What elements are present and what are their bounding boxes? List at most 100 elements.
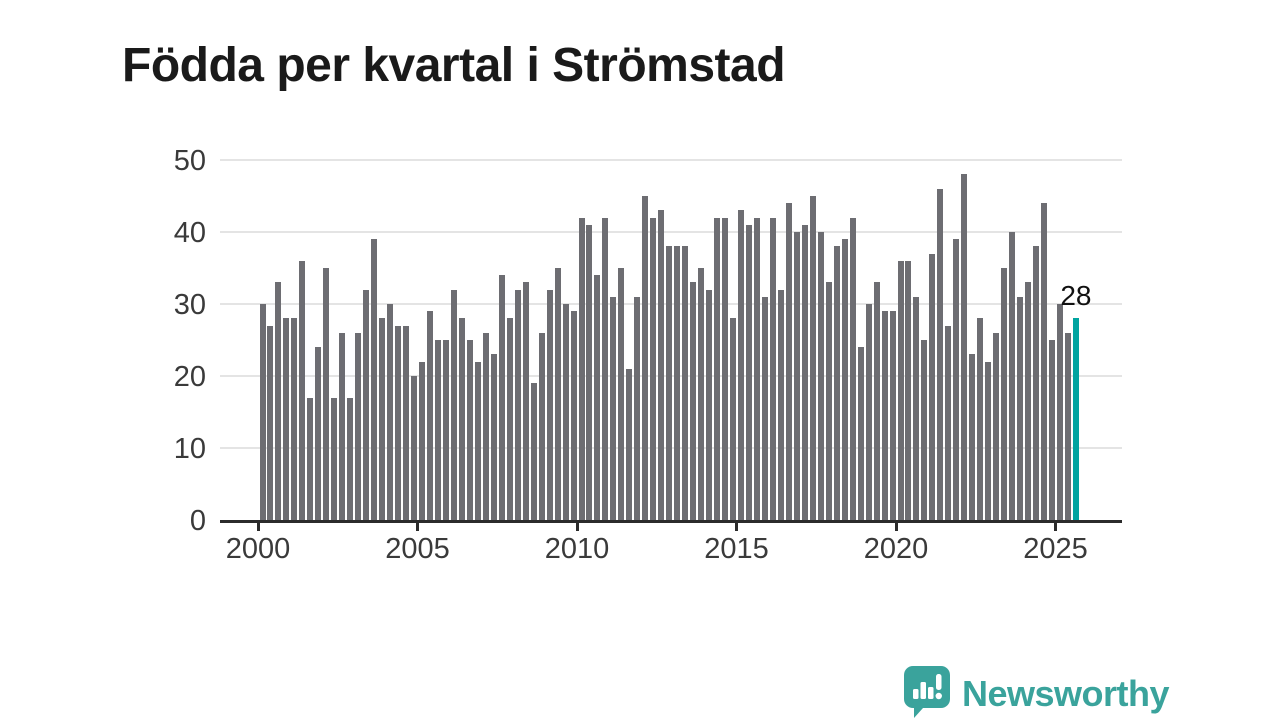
chart-bar bbox=[897, 260, 904, 520]
chart-bar bbox=[1025, 282, 1032, 520]
chart-bar bbox=[682, 246, 689, 520]
chart-bar bbox=[714, 217, 721, 520]
chart-bar bbox=[969, 354, 976, 520]
chart-bar bbox=[363, 289, 370, 520]
chart-bar bbox=[546, 289, 553, 520]
chart-bar bbox=[793, 232, 800, 520]
chart-bar bbox=[259, 304, 266, 520]
chart-bar bbox=[1001, 268, 1008, 520]
latest-value-label: 28 bbox=[1060, 280, 1092, 312]
chart-bar bbox=[753, 217, 760, 520]
chart-bar bbox=[921, 340, 928, 520]
chart-bar bbox=[1017, 296, 1024, 520]
x-tick-label: 2015 bbox=[704, 533, 769, 565]
chart-bar bbox=[953, 239, 960, 520]
chart-bar bbox=[690, 282, 697, 520]
chart-bar bbox=[809, 196, 816, 520]
chart-bar bbox=[530, 383, 537, 520]
x-tick-mark bbox=[416, 522, 419, 531]
chart-bar bbox=[1033, 246, 1040, 520]
chart-bar bbox=[315, 347, 322, 520]
plot-area bbox=[220, 159, 1122, 523]
chart-bar bbox=[706, 289, 713, 520]
chart-bar bbox=[482, 332, 489, 520]
x-tick-label: 2000 bbox=[225, 533, 291, 565]
chart-bar bbox=[1064, 332, 1071, 520]
chart-bar bbox=[785, 203, 792, 520]
chart-bar bbox=[450, 289, 457, 520]
x-tick-label: 2005 bbox=[385, 533, 450, 565]
chart-bar bbox=[937, 188, 944, 520]
chart-bar bbox=[562, 304, 569, 520]
x-tick-mark bbox=[1054, 522, 1057, 531]
chart-bar bbox=[291, 318, 298, 520]
chart-bar bbox=[618, 268, 625, 520]
chart-bar bbox=[267, 325, 274, 520]
chart-bar bbox=[299, 260, 306, 520]
chart-bar bbox=[722, 217, 729, 520]
chart-bar bbox=[594, 275, 601, 520]
chart-bar bbox=[307, 397, 314, 520]
chart-bar bbox=[634, 296, 641, 520]
chart-bar bbox=[442, 340, 449, 520]
chart-bar bbox=[602, 217, 609, 520]
chart-bar bbox=[769, 217, 776, 520]
chart-bar bbox=[985, 361, 992, 520]
chart-bar bbox=[331, 397, 338, 520]
chart-bar bbox=[626, 368, 633, 520]
chart-bar bbox=[466, 340, 473, 520]
y-tick-label: 0 bbox=[189, 505, 206, 537]
chart-bar bbox=[881, 311, 888, 520]
chart-bar bbox=[666, 246, 673, 520]
x-tick-mark bbox=[575, 522, 579, 531]
chart-bar bbox=[419, 361, 425, 520]
chart-bar bbox=[514, 289, 521, 520]
newsworthy-logo: Newsworthy bbox=[902, 664, 1170, 723]
speech-bubble-bar-chart-icon bbox=[902, 664, 952, 723]
chart-bar bbox=[650, 217, 657, 520]
x-tick-mark bbox=[894, 522, 898, 531]
chart-bar bbox=[522, 282, 529, 520]
chart-bar bbox=[817, 232, 824, 520]
chart-bar bbox=[458, 318, 465, 520]
gridline bbox=[220, 231, 1122, 233]
chart-bar bbox=[490, 354, 497, 520]
chart-bar bbox=[395, 325, 402, 520]
chart-bar bbox=[379, 318, 386, 520]
chart-bar bbox=[801, 224, 808, 520]
x-tick-mark bbox=[256, 522, 260, 531]
y-tick-label: 20 bbox=[173, 361, 206, 393]
x-tick-mark bbox=[735, 522, 738, 531]
chart-bar bbox=[825, 282, 832, 520]
chart-bar bbox=[610, 296, 617, 520]
chart-bar bbox=[570, 311, 577, 520]
page-title: Födda per kvartal i Strömstad bbox=[122, 39, 786, 93]
y-axis-labels: 0 10 20 30 40 50 bbox=[0, 145, 206, 537]
chart-bar bbox=[1041, 203, 1048, 520]
chart-bar bbox=[403, 325, 410, 520]
chart-bar bbox=[339, 332, 346, 520]
chart-bar bbox=[889, 311, 896, 520]
chart-bar bbox=[411, 376, 418, 520]
chart-bar bbox=[554, 268, 561, 520]
chart-bar bbox=[1009, 232, 1016, 520]
chart-bar bbox=[745, 224, 752, 520]
chart-bar bbox=[506, 318, 513, 520]
chart-bar bbox=[658, 210, 665, 520]
chart-bar bbox=[993, 332, 1000, 520]
chart-bar bbox=[538, 332, 545, 520]
x-tick-label: 2025 bbox=[1023, 533, 1088, 565]
chart-bar bbox=[674, 246, 681, 520]
chart-bar bbox=[905, 260, 912, 520]
x-tick-label: 2010 bbox=[544, 533, 610, 565]
chart-bar bbox=[761, 296, 768, 520]
chart-bar bbox=[849, 217, 856, 520]
chart-bar bbox=[929, 253, 936, 520]
y-tick-label: 40 bbox=[173, 217, 206, 249]
chart-bar bbox=[841, 239, 848, 520]
chart-bar bbox=[857, 347, 864, 520]
chart-bar bbox=[283, 318, 290, 520]
chart-bar bbox=[426, 311, 433, 520]
logo-text: Newsworthy bbox=[962, 672, 1170, 714]
chart-bar bbox=[434, 340, 441, 520]
